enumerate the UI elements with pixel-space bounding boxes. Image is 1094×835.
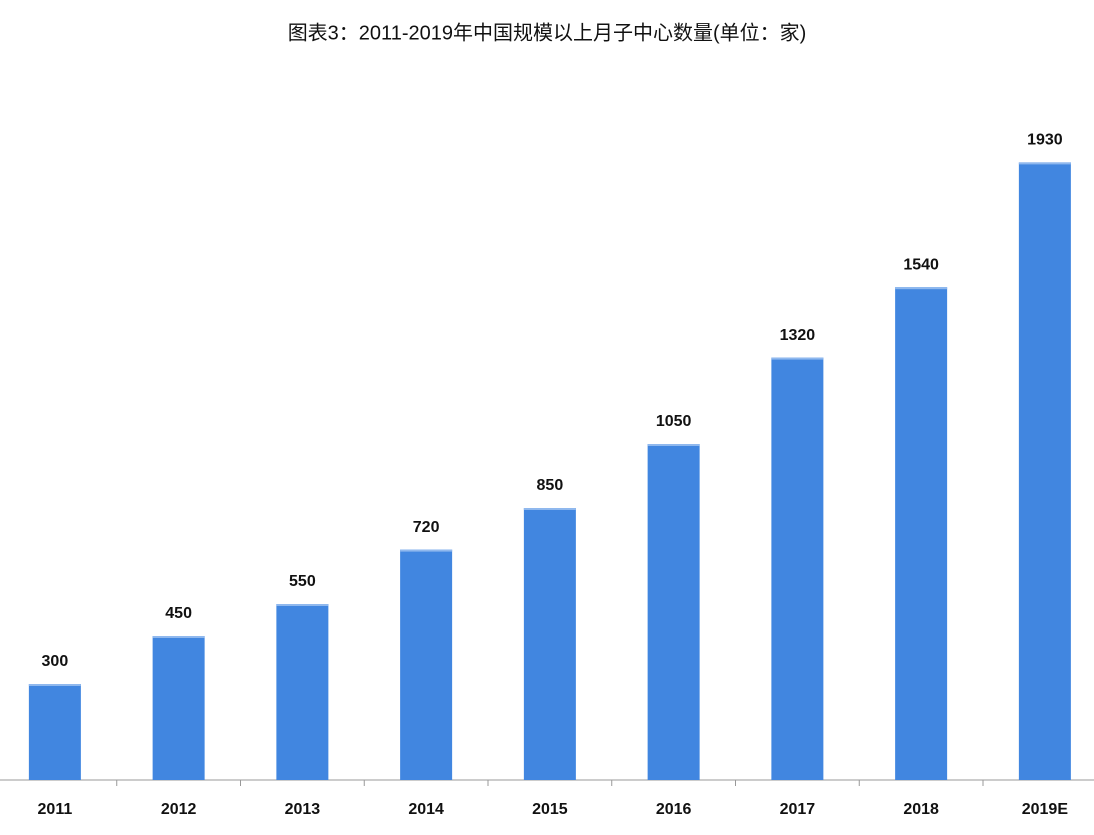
bar-highlight: [276, 604, 329, 606]
value-label: 300: [42, 653, 69, 670]
x-tick-label: 2011: [38, 801, 73, 818]
bar-highlight: [895, 287, 948, 290]
bar-highlight: [152, 636, 205, 638]
value-label: 450: [165, 605, 192, 622]
bar-highlight: [1018, 162, 1071, 165]
x-tick-label: 2016: [656, 801, 692, 818]
value-label: 1930: [1027, 132, 1063, 149]
value-label: 1320: [780, 327, 816, 344]
bar-highlight: [28, 684, 81, 686]
value-label: 720: [413, 519, 440, 536]
chart-title: 图表3：2011-2019年中国规模以上月子中心数量(单位：家): [288, 21, 807, 44]
x-tick-label: 2017: [780, 801, 816, 818]
bar: [895, 287, 948, 780]
bar: [276, 604, 329, 780]
x-tick-label: 2018: [903, 801, 939, 818]
value-label: 1050: [656, 413, 692, 430]
x-tick-label: 2012: [161, 801, 197, 818]
x-tick-label: 2013: [285, 801, 321, 818]
x-tick-label: 2015: [532, 801, 568, 818]
bar: [400, 549, 453, 780]
bar: [152, 636, 205, 780]
bar-highlight: [771, 357, 824, 360]
value-label: 1540: [903, 256, 939, 273]
value-label: 850: [537, 477, 564, 494]
bar-highlight: [523, 508, 576, 510]
x-tick-label: 2014: [408, 801, 444, 818]
bar: [647, 444, 700, 780]
bar: [28, 684, 81, 780]
value-label: 550: [289, 573, 316, 590]
x-tick-label: 2019E: [1022, 801, 1069, 818]
bar-highlight: [647, 444, 700, 446]
bar: [771, 357, 824, 780]
bar: [523, 508, 576, 780]
bar: [1018, 162, 1071, 780]
bar-highlight: [400, 549, 453, 552]
